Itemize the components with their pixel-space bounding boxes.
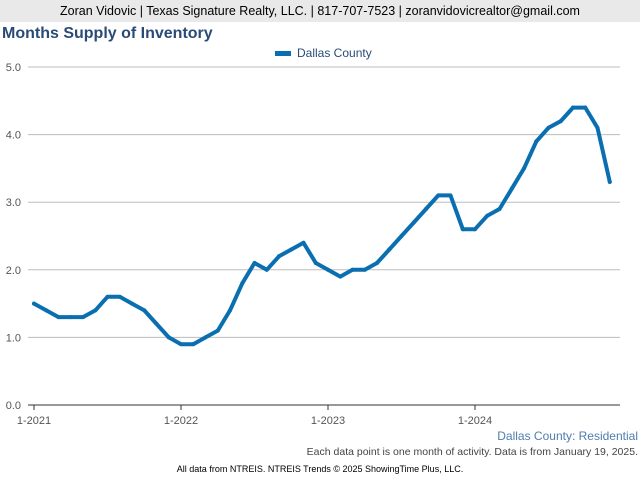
data-point [424,206,428,211]
data-point [607,179,612,184]
data-point [509,186,514,191]
data-point [117,294,122,299]
data-point [399,234,404,238]
data-point [81,315,85,320]
data-point [32,301,36,306]
data-point [595,125,600,130]
x-tick-label: 1-2023 [311,415,345,427]
y-tick-label: 0.0 [6,400,21,412]
data-point [571,105,575,110]
data-point [252,261,257,266]
y-tick-label: 1.0 [6,332,21,344]
data-point [326,267,330,272]
data-point [375,261,379,266]
chart-legend: Dallas County [275,46,372,60]
data-point [68,315,73,320]
y-axis-labels: 0.0 1.0 2.0 3.0 4.0 5.0 [6,62,21,412]
data-point [313,261,318,266]
data-credit: All data from NTREIS. NTREIS Trends © 20… [176,464,464,474]
data-point [546,125,551,130]
data-point [240,281,245,286]
data-point [338,274,343,279]
y-tick-label: 5.0 [6,62,21,74]
data-point [105,294,110,299]
data-point [277,254,281,259]
chart-title: Months Supply of Inventory [2,25,213,42]
data-point [93,308,98,313]
series-line-0 [32,105,612,347]
data-point [534,139,539,144]
data-point [362,267,367,272]
data-point [301,240,306,245]
data-point [154,321,159,326]
data-point [191,342,196,347]
data-point [522,166,526,171]
data-point [56,315,61,320]
header-contact-bar: Zoran Vidovic | Texas Signature Realty, … [0,0,640,22]
data-point [387,247,392,252]
legend-label: Dallas County [297,46,372,60]
data-note: Each data point is one month of activity… [306,446,638,458]
chart-series [32,105,612,347]
data-point [436,193,441,198]
data-point [411,220,416,225]
y-tick-label: 4.0 [6,130,21,142]
x-tick-label: 1-2024 [458,415,492,427]
y-tick-label: 3.0 [6,197,21,209]
data-point [203,335,208,340]
header-contact-text: Zoran Vidovic | Texas Signature Realty, … [60,4,580,18]
chart-axes [28,404,620,410]
data-point [179,342,183,347]
data-point [497,206,502,211]
data-point [166,335,171,340]
data-point [460,227,465,232]
data-point [583,105,588,110]
data-point [142,308,147,313]
data-point [130,301,134,306]
x-tick-label: 1-2021 [17,415,51,427]
x-tick-label: 1-2022 [164,415,198,427]
data-point [473,227,477,232]
series-caption: Dallas County: Residential [497,429,638,443]
data-point [558,119,563,124]
data-point [44,308,49,313]
data-point [228,308,232,313]
data-point [350,267,355,272]
data-point [289,247,294,252]
data-point [448,193,453,198]
data-point [485,213,490,218]
legend-swatch [275,50,291,56]
y-tick-label: 2.0 [6,265,21,277]
data-point [215,328,220,333]
data-point [264,267,269,272]
x-axis-labels: 1-2021 1-2022 1-2023 1-2024 [17,415,492,427]
